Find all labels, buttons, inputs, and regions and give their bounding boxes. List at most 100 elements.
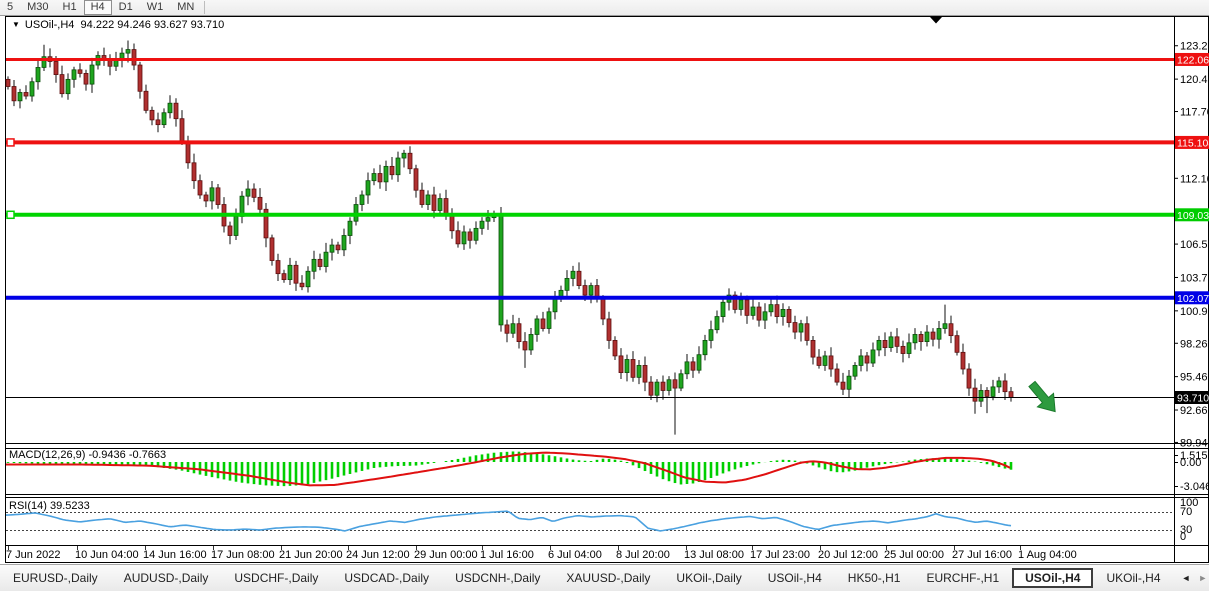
candle-body <box>360 195 364 205</box>
price-tag-text: 93.710 <box>1177 393 1209 405</box>
candle-body <box>270 238 274 261</box>
candle-body <box>637 365 641 377</box>
time-label: 25 Jul 00:00 <box>884 549 944 561</box>
candle-body <box>703 340 707 354</box>
chart-window <box>6 17 1209 563</box>
candle-body <box>258 197 262 209</box>
candle-body <box>186 141 190 162</box>
candle-body <box>505 325 509 333</box>
candle-body <box>661 382 665 390</box>
candle-body <box>150 110 154 120</box>
tab-eurusd-daily[interactable]: EURUSD-,Daily <box>0 568 111 588</box>
price-tick-label: 117.700 <box>1180 107 1209 119</box>
time-label: 24 Jun 12:00 <box>346 549 410 561</box>
candle-body <box>12 87 16 101</box>
candle-body <box>787 309 791 322</box>
tab-ukoil-daily[interactable]: UKOil-,Daily <box>663 568 754 588</box>
candle-body <box>348 221 352 235</box>
candle-body <box>210 188 214 201</box>
candle-body <box>138 65 142 91</box>
timeframe-button-mn[interactable]: MN <box>170 0 201 15</box>
candle-body <box>246 189 250 196</box>
time-label: 14 Jun 16:00 <box>143 549 207 561</box>
timeframe-button-h1[interactable]: H1 <box>56 0 84 15</box>
timeframe-button-m30[interactable]: M30 <box>20 0 55 15</box>
candle-body <box>541 319 545 329</box>
candle-body <box>961 352 965 369</box>
tab-usdchf-daily[interactable]: USDCHF-,Daily <box>221 568 331 588</box>
candle-body <box>318 259 322 266</box>
candle-body <box>517 324 521 342</box>
chart-dropdown-icon[interactable]: ▼ <box>12 21 20 29</box>
candle-body <box>126 50 130 54</box>
candle-body <box>745 300 749 315</box>
candle-body <box>438 199 442 211</box>
candle-body <box>781 309 785 316</box>
candle-body <box>162 113 166 125</box>
candle-body <box>72 70 76 80</box>
candle-body <box>583 286 587 296</box>
candle-body <box>216 188 220 205</box>
candle-body <box>943 324 947 329</box>
candle-body <box>769 305 773 312</box>
candle-body <box>799 324 803 332</box>
candle-body <box>925 332 929 342</box>
timeframe-button-h4[interactable]: H4 <box>84 0 112 15</box>
candle-body <box>919 334 923 341</box>
timeframe-button-w1[interactable]: W1 <box>140 0 171 15</box>
chart-title[interactable]: ▼USOil-,H4 94.222 94.246 93.627 93.710 <box>12 19 224 31</box>
candle-body <box>78 70 82 74</box>
candle-body <box>895 337 899 347</box>
tab-usoil-h4[interactable]: USOil-,H4 <box>755 568 835 588</box>
candle-body <box>486 218 490 222</box>
price-tick-label: 89.940 <box>1180 437 1209 449</box>
price-tick-label: 100.980 <box>1180 306 1209 318</box>
tab-xauusd-daily[interactable]: XAUUSD-,Daily <box>553 568 663 588</box>
tab-hk50-h1[interactable]: HK50-,H1 <box>835 568 914 588</box>
candle-body <box>132 50 136 65</box>
time-label: 17 Jun 08:00 <box>211 549 275 561</box>
tab-audusd-daily[interactable]: AUDUSD-,Daily <box>111 568 222 588</box>
tabbar-scroll-right-icon[interactable]: ► <box>1198 573 1207 583</box>
candle-body <box>312 259 316 271</box>
candle-body <box>426 195 430 205</box>
candle-body <box>949 324 953 336</box>
time-label: 1 Aug 04:00 <box>1018 549 1077 561</box>
candle-body <box>751 307 755 315</box>
tab-eurchf-h1[interactable]: EURCHF-,H1 <box>913 568 1012 588</box>
candle-body <box>84 73 88 84</box>
rsi-label: RSI(14) 39.5233 <box>9 500 90 512</box>
candle-body <box>342 236 346 250</box>
tab-usdcad-daily[interactable]: USDCAD-,Daily <box>331 568 442 588</box>
candle-body <box>829 356 833 369</box>
candle-body <box>577 271 581 285</box>
tabbar-scroll: ◄► <box>1174 573 1209 583</box>
tab-ukoil-h4[interactable]: UKOil-,H4 <box>1093 568 1173 588</box>
candle-body <box>565 278 569 290</box>
candle-body <box>228 226 232 236</box>
candle-body <box>156 120 160 125</box>
hline-handle-109.038[interactable] <box>7 211 14 218</box>
candle-body <box>180 119 184 142</box>
candle-body <box>847 376 851 389</box>
candle-body <box>763 312 767 320</box>
candle-body <box>288 265 292 279</box>
price-tick-label: 120.420 <box>1180 74 1209 86</box>
hline-handle-115.108[interactable] <box>7 139 14 146</box>
candle-body <box>607 319 611 340</box>
candle-body <box>811 340 815 357</box>
tab-usdcnh-daily[interactable]: USDCNH-,Daily <box>442 568 553 588</box>
candle-body <box>60 75 64 94</box>
price-tick-label: 92.660 <box>1180 405 1209 417</box>
candle-body <box>468 232 472 240</box>
candle-body <box>174 103 178 118</box>
time-label: 10 Jun 04:00 <box>75 549 139 561</box>
candle-body <box>444 199 448 214</box>
tab-usoil-h4-active[interactable]: USOil-,H4 <box>1012 568 1093 588</box>
time-label: 6 Jul 04:00 <box>548 549 602 561</box>
candle-body <box>889 337 893 348</box>
timeframe-button-5[interactable]: 5 <box>0 0 20 15</box>
tabbar-scroll-left-icon[interactable]: ◄ <box>1182 573 1191 583</box>
timeframe-button-d1[interactable]: D1 <box>112 0 140 15</box>
